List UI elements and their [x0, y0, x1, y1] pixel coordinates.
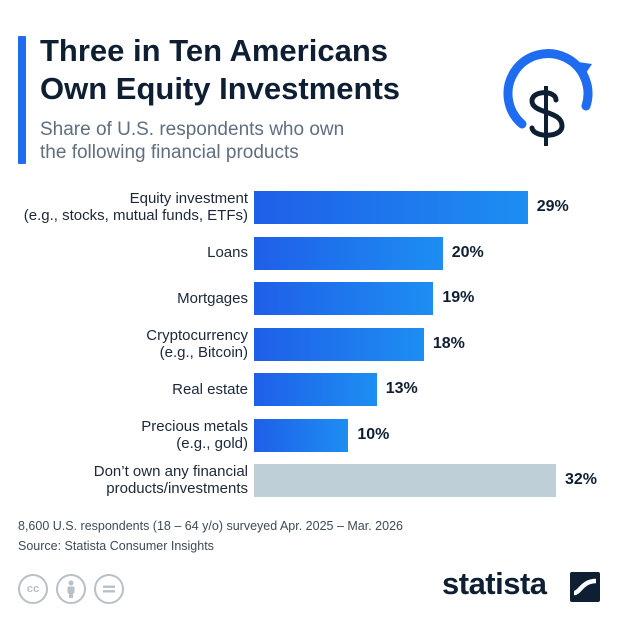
category-label: Real estate	[172, 380, 248, 398]
chart-title-line-2: Own Equity Investments	[40, 71, 401, 106]
bar	[254, 327, 424, 361]
category-label: Precious metals (e.g., gold)	[141, 417, 248, 452]
bar-row: Equity investment (e.g., stocks, mutual …	[0, 189, 620, 225]
category-label: Cryptocurrency (e.g., Bitcoin)	[146, 326, 248, 361]
category-label: Equity investment (e.g., stocks, mutual …	[23, 190, 248, 224]
bar-row: Real estate 13%	[0, 371, 620, 407]
category-label: Loans	[207, 244, 248, 261]
bar-row: Precious metals (e.g., gold) 10%	[0, 417, 620, 453]
footnote-source: Source: Statista Consumer Insights	[18, 539, 214, 553]
attribution-icon[interactable]	[56, 574, 86, 604]
bar	[254, 236, 443, 270]
bar	[254, 282, 434, 315]
title-accent-bar	[18, 36, 26, 164]
chart-title-line-1: Three in Ten Americans	[40, 33, 388, 68]
footnote: 8,600 U.S. respondents (18 – 64 y/o) sur…	[18, 516, 403, 556]
bar	[254, 191, 528, 224]
value-label: 32%	[565, 471, 598, 488]
value-label: 20%	[451, 243, 484, 261]
bar	[254, 373, 377, 406]
chart-subtitle-line-2: the following financial products	[40, 142, 299, 163]
dollar-cycle-icon	[503, 49, 593, 146]
bar	[254, 418, 349, 452]
bar-chart: Equity investment (e.g., stocks, mutual …	[0, 180, 620, 500]
value-label: 29%	[536, 198, 569, 215]
chart-title: Three in Ten Americans Own Equity Invest…	[40, 32, 500, 108]
chart-subtitle-line-1: Share of U.S. respondents who own	[40, 119, 345, 140]
value-label: 13%	[385, 380, 418, 397]
bar-row: Loans 20%	[0, 235, 620, 271]
value-label: 19%	[442, 289, 475, 306]
license-icons: cc	[18, 574, 124, 604]
bar-row: Don’t own any financial products/investm…	[0, 462, 620, 498]
footnote-respondents: 8,600 U.S. respondents (18 – 64 y/o) sur…	[18, 519, 403, 533]
value-label: 10%	[357, 425, 390, 443]
category-label: Don’t own any financial products/investm…	[93, 463, 248, 497]
category-label: Mortgages	[177, 289, 248, 307]
statista-mark-icon[interactable]	[570, 572, 600, 602]
chart-subtitle: Share of U.S. respondents who own the fo…	[40, 118, 460, 164]
value-label: 18%	[432, 334, 465, 352]
bar	[254, 464, 556, 497]
bar-row: Mortgages 19%	[0, 280, 620, 316]
statista-logo-text[interactable]: statista	[442, 566, 547, 601]
bar-row: Cryptocurrency (e.g., Bitcoin) 18%	[0, 326, 620, 362]
creative-commons-icon[interactable]: cc	[18, 574, 48, 604]
no-derivatives-icon[interactable]	[94, 574, 124, 604]
